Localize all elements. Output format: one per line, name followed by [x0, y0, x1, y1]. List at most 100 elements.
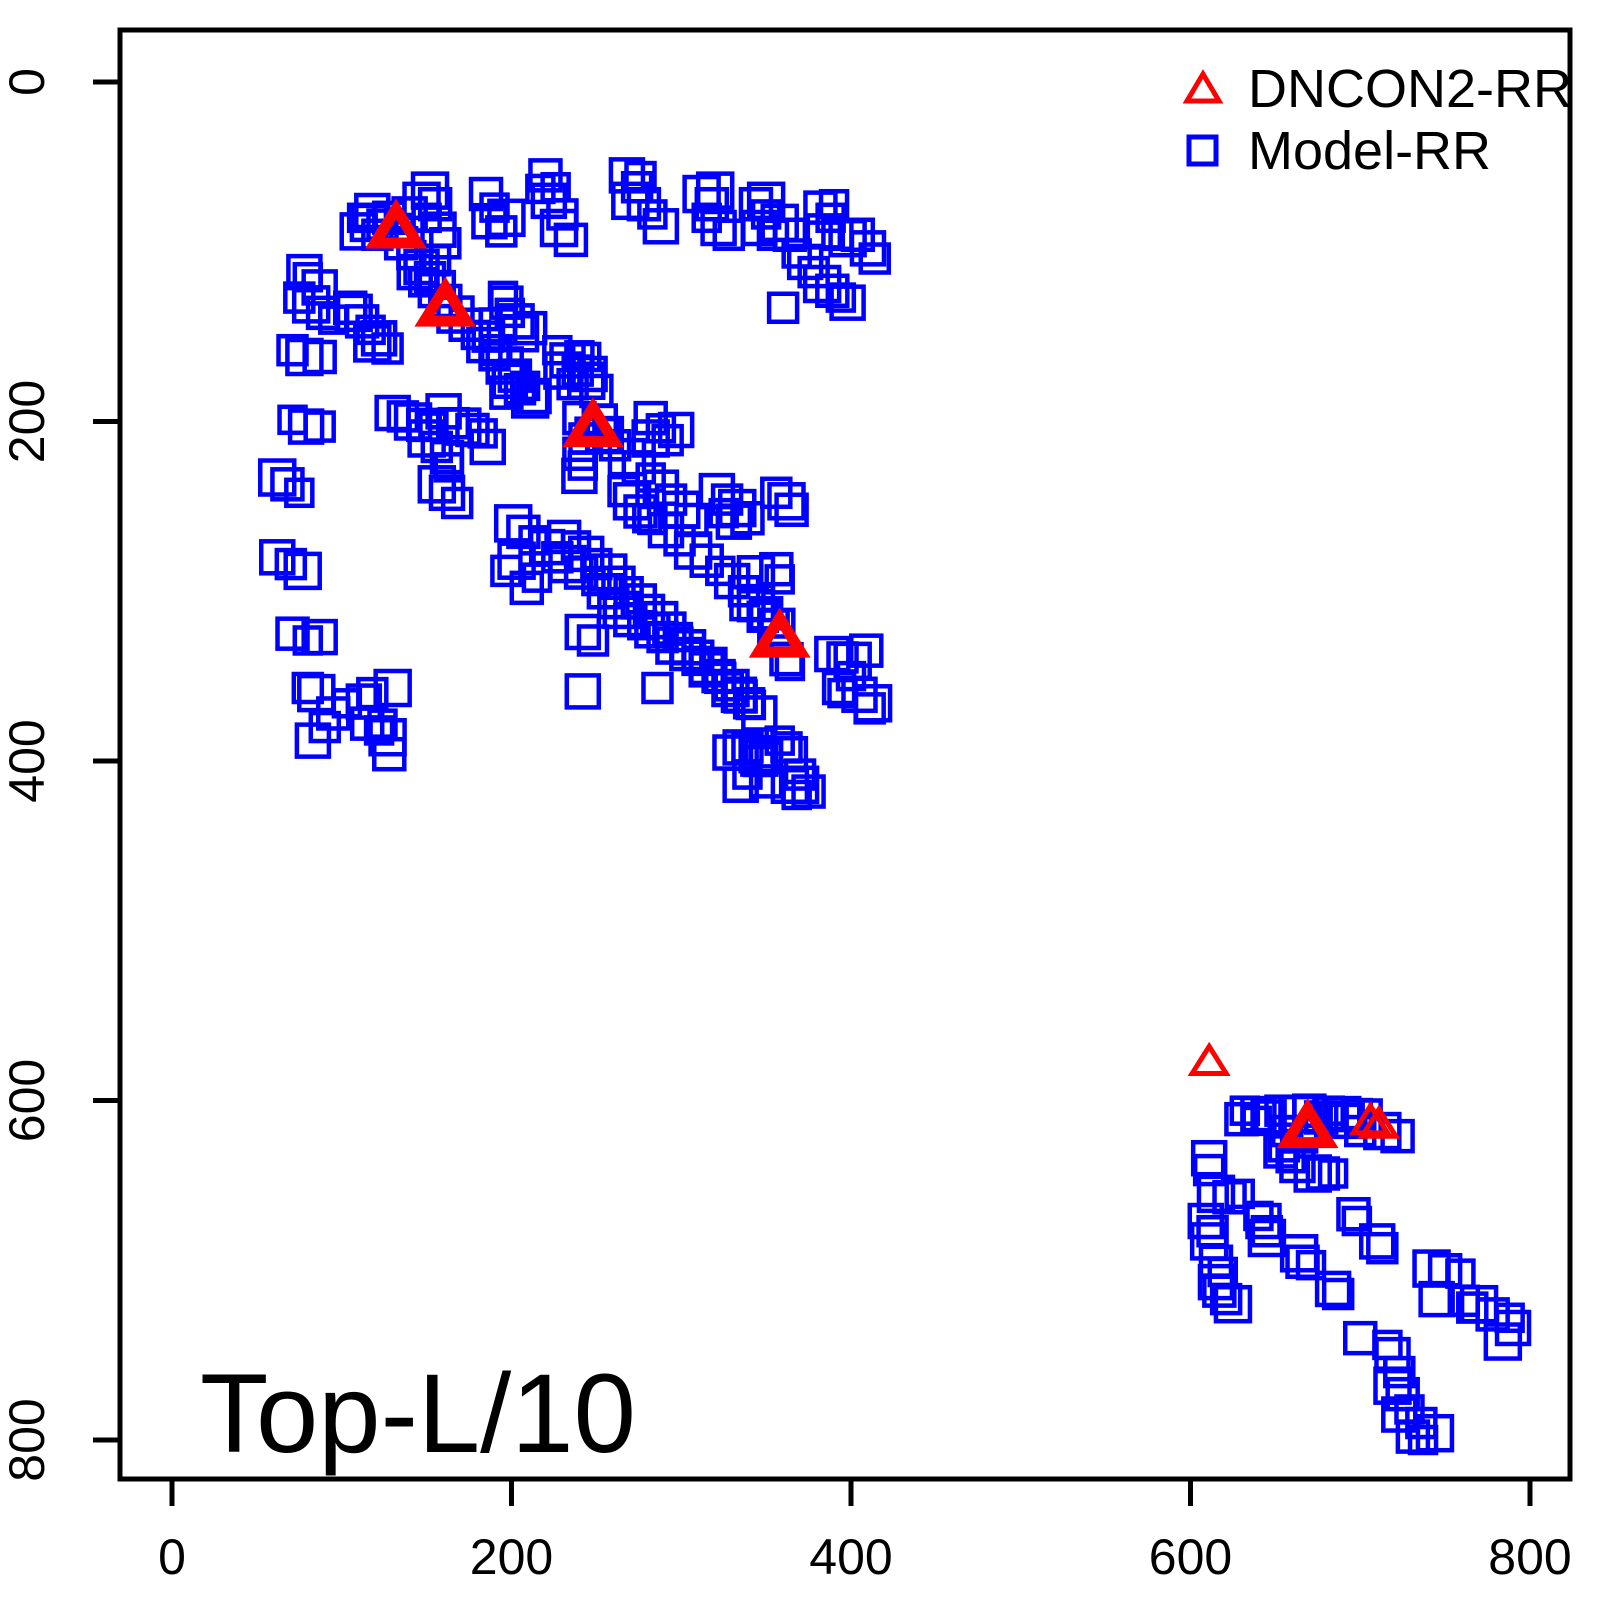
model-rr-point: [637, 199, 668, 230]
model-rr-point: [1250, 1214, 1284, 1248]
model-rr-point: [829, 284, 866, 321]
model-rr-point: [372, 736, 407, 772]
model-rr-point: [740, 738, 779, 777]
model-rr-point: [564, 613, 602, 651]
model-rr-point: [417, 465, 457, 504]
model-rr-point: [1341, 1205, 1373, 1237]
plot-area-border: [117, 27, 1573, 1482]
legend: DNCON2-RR Model-RR: [1182, 59, 1572, 181]
model-rr-point: [257, 458, 297, 497]
y-axis: 0 200 400 600 800: [0, 68, 120, 1482]
model-rr-point: [1343, 1320, 1378, 1356]
model-rr-point: [849, 230, 887, 267]
model-rr-point: [1483, 1322, 1523, 1361]
model-rr-point: [407, 419, 446, 458]
model-rr-point: [284, 477, 315, 509]
model-rr-point: [635, 462, 666, 493]
x-tick-label: 600: [1149, 1529, 1232, 1585]
y-tick-label: 600: [0, 1059, 55, 1142]
model-rr-point: [361, 218, 394, 252]
model-rr-point: [567, 450, 599, 481]
model-rr-point: [305, 295, 341, 331]
legend-triangle-icon: [1182, 69, 1224, 104]
model-rr-point: [642, 208, 680, 245]
model-rr-point: [767, 482, 806, 521]
model-rr-point: [633, 400, 668, 436]
model-rr-point: [539, 208, 579, 248]
model-rr-point: [1418, 1280, 1455, 1318]
y-tick-label: 0: [0, 68, 55, 96]
model-rr-point: [367, 708, 398, 739]
model-rr-point: [818, 188, 850, 220]
model-rr-point: [345, 683, 383, 720]
y-tick-label: 200: [0, 380, 55, 463]
model-rr-point: [797, 255, 830, 289]
model-rr-point: [487, 198, 526, 238]
model-rr-point: [1317, 1158, 1349, 1189]
x-tick-label: 0: [158, 1529, 186, 1585]
model-rr-point: [1383, 1355, 1416, 1389]
model-rr-point: [663, 524, 696, 557]
model-rr-point: [730, 501, 765, 536]
model-rr-point: [500, 313, 540, 353]
model-rr-point: [736, 555, 776, 594]
model-rr-point: [774, 492, 809, 528]
model-rr-point: [570, 341, 602, 373]
dncon2-rr-point: [562, 397, 624, 448]
model-rr-point: [274, 547, 308, 581]
dncon2-rr-point: [1357, 1104, 1401, 1139]
model-rr-point: [1321, 1277, 1355, 1311]
model-rr-point: [428, 474, 466, 512]
x-tick-label: 200: [470, 1529, 553, 1585]
model-rr-point: [373, 668, 412, 708]
model-rr-point: [695, 171, 735, 210]
model-rr-point: [561, 457, 598, 495]
model-rr-point: [1456, 1291, 1489, 1324]
model-rr-points: [257, 157, 1532, 1456]
model-rr-point: [781, 238, 812, 269]
model-rr-point: [303, 410, 336, 443]
model-rr-point: [564, 673, 602, 710]
model-rr-point: [705, 555, 736, 587]
model-rr-point: [525, 173, 556, 205]
model-rr-point: [571, 355, 608, 393]
model-rr-point: [302, 339, 337, 375]
model-rr-point: [576, 624, 610, 657]
model-rr-point: [835, 660, 867, 692]
model-rr-point: [510, 380, 550, 419]
model-rr-point: [741, 695, 778, 732]
model-rr-point: [602, 590, 642, 630]
model-rr-point: [355, 314, 386, 346]
model-rr-point: [681, 645, 712, 677]
model-rr-point: [637, 504, 668, 536]
model-rr-point: [497, 541, 536, 580]
model-rr-point: [553, 222, 589, 258]
model-rr-point: [746, 181, 786, 221]
model-rr-point: [821, 218, 854, 252]
model-rr-point: [512, 310, 548, 346]
model-rr-point: [657, 411, 695, 449]
model-rr-point: [469, 428, 506, 466]
annotation-top-l10: Top-L/10: [200, 1351, 636, 1476]
dncon2-rr-points: [365, 198, 1401, 1149]
model-rr-point: [581, 565, 612, 597]
model-rr-point: [521, 562, 553, 593]
model-rr-point: [1494, 1309, 1532, 1347]
legend-label-model: Model-RR: [1248, 121, 1491, 181]
model-rr-point: [849, 633, 884, 668]
model-rr-point: [712, 734, 749, 771]
model-rr-point: [429, 227, 462, 260]
model-rr-point: [1292, 1093, 1327, 1128]
model-rr-point: [766, 291, 800, 325]
model-rr-point: [308, 710, 342, 744]
legend-square-icon: [1186, 134, 1219, 167]
model-rr-point: [1475, 1297, 1510, 1332]
model-rr-point: [715, 503, 753, 540]
model-rr-point: [1358, 1223, 1396, 1260]
model-rr-point: [735, 689, 767, 721]
model-rr-point: [711, 668, 750, 708]
model-rr-point: [750, 199, 782, 230]
y-tick-label: 800: [0, 1398, 55, 1481]
model-rr-point: [1374, 1336, 1411, 1374]
